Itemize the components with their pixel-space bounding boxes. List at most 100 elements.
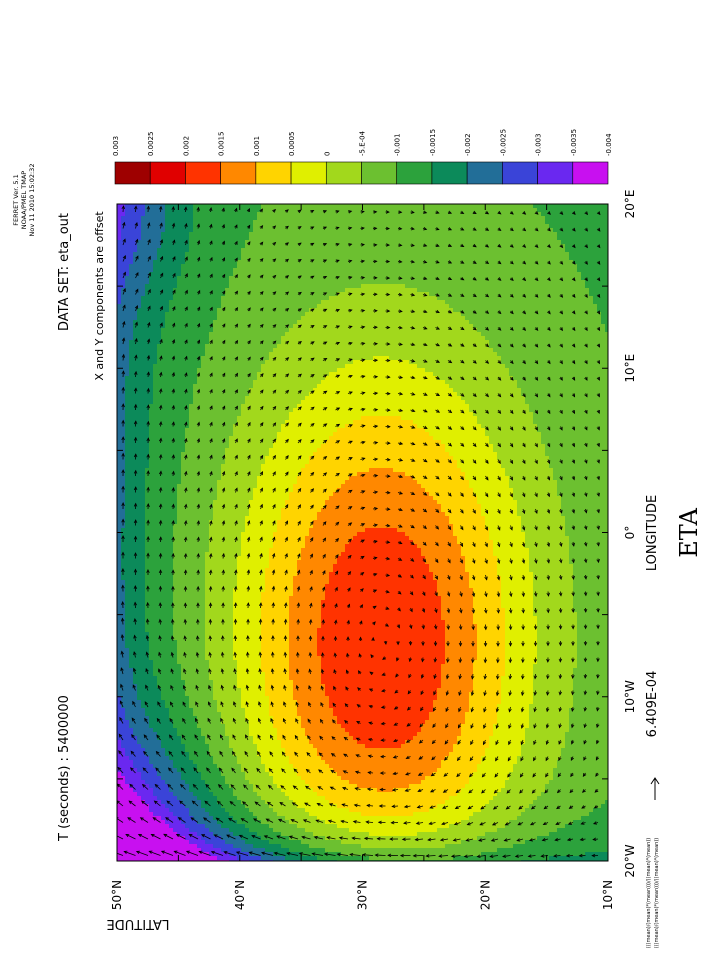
eta-cell <box>489 240 494 245</box>
eta-cell <box>557 304 562 309</box>
eta-cell <box>445 204 450 209</box>
eta-cell <box>377 360 382 365</box>
eta-cell <box>517 264 522 269</box>
eta-cell <box>325 260 330 265</box>
eta-cell <box>389 316 394 321</box>
eta-cell <box>181 300 186 305</box>
eta-cell <box>117 312 122 317</box>
eta-cell <box>533 232 538 237</box>
eta-cell <box>117 236 122 241</box>
eta-cell <box>461 320 466 325</box>
eta-cell <box>365 260 370 265</box>
eta-cell <box>273 256 278 261</box>
eta-cell <box>153 348 158 353</box>
eta-cell <box>281 276 286 281</box>
eta-cell <box>225 360 230 365</box>
eta-cell <box>429 332 434 337</box>
eta-cell <box>169 284 174 289</box>
eta-cell <box>245 344 250 349</box>
eta-cell <box>421 264 426 269</box>
eta-cell <box>365 312 370 317</box>
eta-cell <box>569 228 574 233</box>
eta-cell <box>397 280 402 285</box>
eta-cell <box>169 276 174 281</box>
eta-cell <box>169 240 174 245</box>
eta-cell <box>325 228 330 233</box>
eta-cell <box>277 248 282 253</box>
eta-cell <box>329 332 334 337</box>
eta-cell <box>441 352 446 357</box>
eta-cell <box>213 212 218 217</box>
eta-cell <box>117 364 122 369</box>
eta-cell <box>425 356 430 361</box>
eta-cell <box>325 284 330 289</box>
eta-cell <box>125 336 130 341</box>
eta-cell <box>289 300 294 305</box>
eta-cell <box>573 296 578 301</box>
eta-cell <box>321 360 326 365</box>
eta-cell <box>297 228 302 233</box>
eta-cell <box>441 292 446 297</box>
eta-cell <box>517 272 522 277</box>
eta-cell <box>581 240 586 245</box>
eta-cell <box>581 332 586 337</box>
eta-cell <box>593 344 598 349</box>
eta-cell <box>321 364 326 369</box>
eta-cell <box>525 264 530 269</box>
eta-cell <box>325 300 330 305</box>
eta-cell <box>525 308 530 313</box>
eta-cell <box>525 280 530 285</box>
eta-cell <box>285 336 290 341</box>
eta-cell <box>237 244 242 249</box>
eta-cell <box>321 332 326 337</box>
eta-cell <box>413 240 418 245</box>
eta-cell <box>217 236 222 241</box>
eta-cell <box>281 264 286 269</box>
eta-cell <box>241 320 246 325</box>
eta-cell <box>505 316 510 321</box>
eta-cell <box>365 224 370 229</box>
eta-cell <box>149 352 154 357</box>
eta-cell <box>445 224 450 229</box>
eta-cell <box>313 300 318 305</box>
eta-cell <box>477 224 482 229</box>
eta-cell <box>201 336 206 341</box>
eta-cell <box>521 340 526 345</box>
eta-cell <box>533 332 538 337</box>
eta-cell <box>401 340 406 345</box>
eta-cell <box>421 344 426 349</box>
eta-cell <box>297 236 302 241</box>
eta-cell <box>181 324 186 329</box>
eta-cell <box>445 344 450 349</box>
eta-cell <box>421 312 426 317</box>
eta-cell <box>493 324 498 329</box>
eta-cell <box>549 248 554 253</box>
eta-cell <box>393 356 398 361</box>
eta-cell <box>493 248 498 253</box>
eta-cell <box>533 308 538 313</box>
eta-cell <box>365 324 370 329</box>
eta-cell <box>325 240 330 245</box>
eta-cell <box>213 348 218 353</box>
eta-cell <box>313 224 318 229</box>
eta-cell <box>205 344 210 349</box>
eta-cell <box>501 220 506 225</box>
eta-cell <box>541 300 546 305</box>
eta-cell <box>377 204 382 209</box>
eta-cell <box>373 232 378 237</box>
eta-cell <box>337 284 342 289</box>
eta-cell <box>261 208 266 213</box>
eta-cell <box>257 284 262 289</box>
eta-cell <box>553 352 558 357</box>
eta-cell <box>153 284 158 289</box>
eta-cell <box>201 328 206 333</box>
eta-cell <box>329 364 334 369</box>
eta-cell <box>177 312 182 317</box>
eta-cell <box>569 352 574 357</box>
eta-cell <box>193 260 198 265</box>
eta-cell <box>273 272 278 277</box>
eta-cell <box>457 336 462 341</box>
eta-cell <box>573 308 578 313</box>
eta-cell <box>341 360 346 365</box>
eta-cell <box>201 300 206 305</box>
